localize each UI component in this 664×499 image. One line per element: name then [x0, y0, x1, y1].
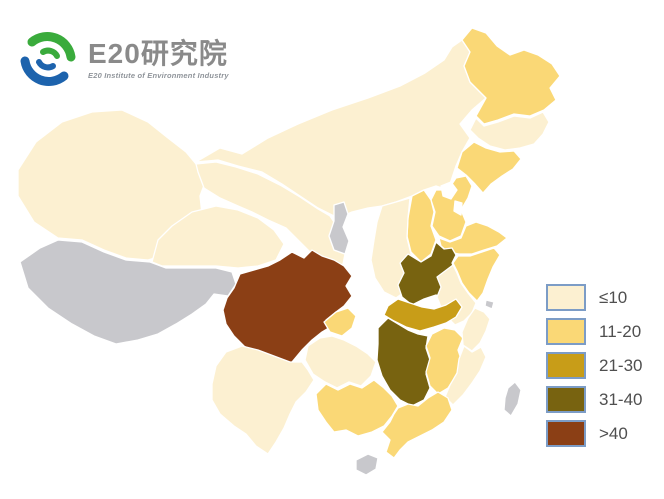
legend-label: ≤10 [599, 288, 628, 307]
region-jilin [469, 111, 550, 151]
region-guizhou [304, 335, 377, 389]
region-hubei [383, 298, 463, 332]
region-shanghai [484, 299, 495, 310]
region-tianjin [453, 200, 463, 216]
region-heilongjiang [461, 27, 561, 125]
region-chongqing [323, 307, 357, 337]
legend-swatch [546, 352, 586, 379]
region-jiangsu [452, 247, 501, 302]
legend-item: >40 [546, 420, 642, 447]
region-guangxi [315, 379, 399, 437]
region-beijing [440, 181, 458, 200]
legend-label: 21-30 [599, 356, 643, 375]
region-yunnan [211, 345, 315, 455]
region-shanxi [406, 189, 437, 263]
logo-text: E20研究院 E20 Institute of Environment Indu… [88, 37, 229, 80]
legend-label: 31-40 [599, 390, 643, 409]
legend-label: 11-20 [599, 322, 642, 341]
region-taiwan [503, 381, 522, 417]
region-ningxia [328, 201, 350, 255]
region-qinghai [151, 205, 285, 269]
legend-item: 21-30 [546, 352, 642, 379]
region-liaoning [456, 141, 522, 194]
legend-swatch [546, 386, 586, 413]
region-guangdong [381, 391, 453, 459]
legend-item: 31-40 [546, 386, 642, 413]
region-hainan [355, 453, 379, 476]
e20-logo: E20研究院 E20 Institute of Environment Indu… [16, 27, 229, 91]
legend-item: 11-20 [546, 318, 642, 345]
logo-subtitle: E20 Institute of Environment Industry [88, 70, 229, 80]
map-legend: ≤10 11-20 21-30 31-40 >40 [546, 284, 642, 447]
region-zhejiang [461, 307, 491, 352]
region-fujian [444, 345, 487, 406]
region-gansu [195, 161, 346, 271]
logo-title: E20研究院 [88, 37, 228, 69]
legend-swatch [546, 420, 586, 447]
legend-item: ≤10 [546, 284, 642, 311]
legend-swatch [546, 318, 586, 345]
legend-label: >40 [599, 424, 628, 443]
e20-swirl-logo-icon [20, 32, 76, 86]
legend-swatch [546, 284, 586, 311]
